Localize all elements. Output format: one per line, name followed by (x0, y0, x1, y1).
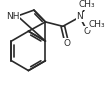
Text: CH₃: CH₃ (79, 0, 96, 9)
Text: N: N (76, 12, 83, 22)
Text: CH₃: CH₃ (89, 20, 106, 29)
Text: NH: NH (6, 12, 20, 21)
Text: O: O (84, 27, 91, 36)
Text: O: O (63, 39, 70, 48)
